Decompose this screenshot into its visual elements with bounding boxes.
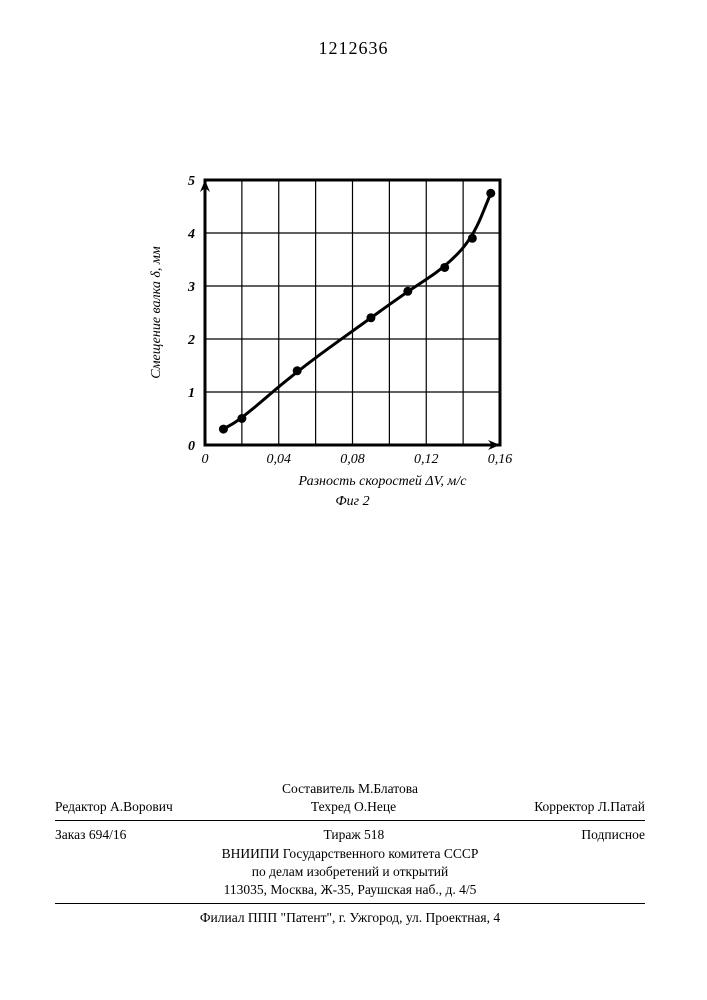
compiler-name: М.Блатова	[358, 781, 418, 796]
svg-text:5: 5	[188, 174, 195, 189]
printrun-label: Тираж	[323, 827, 360, 842]
svg-text:0,04: 0,04	[267, 452, 292, 467]
svg-text:Фиг 2: Фиг 2	[335, 494, 369, 509]
corrector-label: Корректор	[534, 799, 594, 814]
svg-text:1: 1	[188, 386, 195, 401]
org-line2: по делам изобретений и открытий	[55, 863, 645, 881]
org-line1: ВНИИПИ Государственного комитета СССР	[55, 845, 645, 863]
org-addr: 113035, Москва, Ж-35, Раушская наб., д. …	[55, 881, 645, 899]
svg-text:0,12: 0,12	[414, 452, 439, 467]
svg-text:2: 2	[187, 333, 195, 348]
subscription: Подписное	[581, 826, 645, 844]
svg-text:4: 4	[187, 227, 195, 242]
corrector-name: Л.Патай	[598, 799, 645, 814]
svg-text:0: 0	[188, 439, 195, 454]
order-number: 694/16	[89, 827, 127, 842]
svg-text:0,16: 0,16	[488, 452, 513, 467]
svg-text:3: 3	[187, 280, 195, 295]
tech-label: Техред	[311, 799, 351, 814]
document-number: 1212636	[0, 38, 707, 59]
svg-text:Разность скоростей ΔV, м/с: Разность скоростей ΔV, м/с	[298, 474, 468, 489]
tech-name: О.Неце	[354, 799, 396, 814]
branch: Филиал ППП "Патент", г. Ужгород, ул. Про…	[55, 909, 645, 927]
chart-figure: 0 0,04 0,08 0,12 0,16 0 1 2 3 4 5 Разность скоросте…	[130, 160, 550, 565]
editor-name: А.Ворович	[110, 799, 173, 814]
svg-text:0: 0	[202, 452, 209, 467]
compiler-label: Составитель	[282, 781, 355, 796]
printrun-value: 518	[364, 827, 384, 842]
order-label: Заказ	[55, 827, 85, 842]
editor-label: Редактор	[55, 799, 107, 814]
imprint-footer: Составитель М.Блатова Редактор А.Ворович…	[55, 780, 645, 928]
svg-text:Смещение валка δ, мм: Смещение валка δ, мм	[149, 246, 164, 379]
svg-text:0,08: 0,08	[340, 452, 365, 467]
